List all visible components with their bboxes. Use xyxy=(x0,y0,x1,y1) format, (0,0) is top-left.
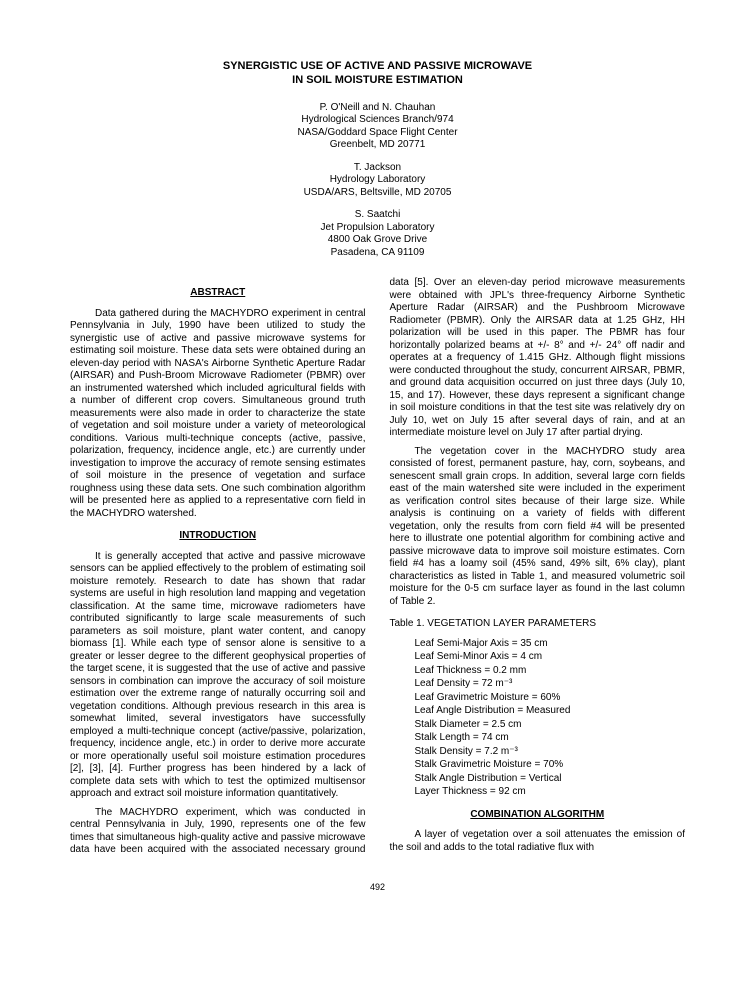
table-1-row: Leaf Thickness = 0.2 mm xyxy=(415,664,686,678)
table-1-row: Stalk Angle Distribution = Vertical xyxy=(415,772,686,786)
author-block-2: T. JacksonHydrology LaboratoryUSDA/ARS, … xyxy=(70,162,685,200)
intro-paragraph-1: It is generally accepted that active and… xyxy=(70,551,366,801)
paper-title: SYNERGISTIC USE OF ACTIVE AND PASSIVE MI… xyxy=(70,60,685,88)
table-1-row: Stalk Density = 7.2 m⁻³ xyxy=(415,745,686,759)
table-1-row: Leaf Density = 72 m⁻³ xyxy=(415,677,686,691)
section-heading-introduction: INTRODUCTION xyxy=(70,530,366,543)
table-1-row: Stalk Gravimetric Moisture = 70% xyxy=(415,758,686,772)
table-1-row: Stalk Length = 74 cm xyxy=(415,731,686,745)
author-block-3: S. SaatchiJet Propulsion Laboratory4800 … xyxy=(70,209,685,259)
table-1-row: Stalk Diameter = 2.5 cm xyxy=(415,718,686,732)
table-1-row: Leaf Gravimetric Moisture = 60% xyxy=(415,691,686,705)
table-1-parameters: Leaf Semi-Major Axis = 35 cmLeaf Semi-Mi… xyxy=(390,637,686,799)
title-line-1: SYNERGISTIC USE OF ACTIVE AND PASSIVE MI… xyxy=(70,60,685,74)
abstract-paragraph: Data gathered during the MACHYDRO experi… xyxy=(70,308,366,521)
intro-paragraph-3: The vegetation cover in the MACHYDRO stu… xyxy=(390,446,686,609)
combo-paragraph-1: A layer of vegetation over a soil attenu… xyxy=(390,829,686,854)
two-column-body: ABSTRACT Data gathered during the MACHYD… xyxy=(70,277,685,858)
page-number: 492 xyxy=(70,882,685,893)
table-1-row: Leaf Angle Distribution = Measured xyxy=(415,704,686,718)
table-1-title: Table 1. VEGETATION LAYER PARAMETERS xyxy=(390,618,686,631)
section-heading-abstract: ABSTRACT xyxy=(70,287,366,300)
table-1-row: Leaf Semi-Minor Axis = 4 cm xyxy=(415,650,686,664)
table-1-row: Leaf Semi-Major Axis = 35 cm xyxy=(415,637,686,651)
section-heading-combination-algorithm: COMBINATION ALGORITHM xyxy=(390,809,686,822)
table-1-row: Layer Thickness = 92 cm xyxy=(415,785,686,799)
title-line-2: IN SOIL MOISTURE ESTIMATION xyxy=(70,74,685,88)
author-block-1: P. O'Neill and N. ChauhanHydrological Sc… xyxy=(70,102,685,152)
